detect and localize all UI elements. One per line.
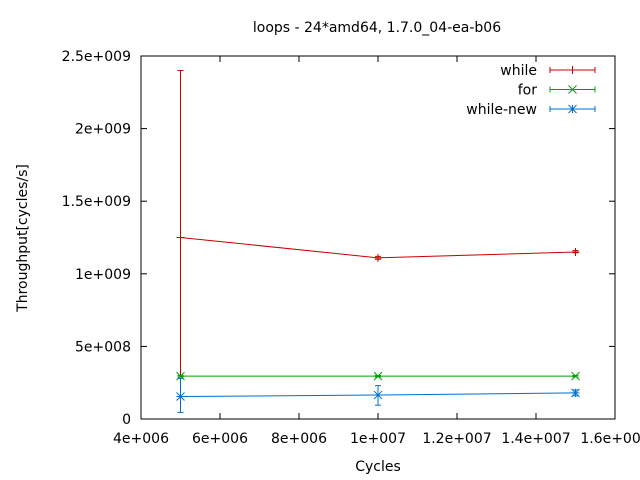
- y-tick-label: 2.5e+009: [62, 49, 131, 65]
- y-tick-label: 0: [122, 412, 131, 428]
- legend-label: for: [518, 83, 537, 99]
- error-bar: [177, 70, 184, 378]
- legend-label: while-new: [466, 102, 537, 118]
- x-tick-label: 4e+006: [113, 431, 169, 447]
- series-layer: [176, 70, 580, 413]
- data-point: [571, 248, 580, 257]
- data-point: [374, 253, 382, 262]
- legend-item-while-new: while-new: [466, 102, 596, 118]
- x-tick-label: 1.6e+007: [580, 431, 640, 447]
- legend-item-while: while: [500, 63, 596, 79]
- series-while: [176, 70, 580, 378]
- x-axis-label: Cycles: [355, 459, 401, 475]
- y-tick-label: 2e+009: [75, 122, 131, 138]
- data-point: [571, 388, 580, 398]
- legend-label: while: [500, 63, 537, 79]
- legend-marker: [568, 104, 577, 114]
- chart-title: loops - 24*amd64, 1.7.0_04-ea-b06: [253, 20, 501, 36]
- series-while-new: [176, 377, 580, 413]
- x-tick-label: 8e+006: [271, 431, 327, 447]
- data-point: [176, 392, 185, 401]
- y-tick-label: 1.5e+009: [62, 194, 131, 210]
- x-axis: 4e+006 6e+006 8e+006 1e+007 1.2e+007 1.4e+007…: [113, 56, 640, 447]
- plot-frame: [140, 55, 616, 420]
- x-tick-label: 1.2e+007: [422, 431, 491, 447]
- legend: while for while-new: [466, 63, 596, 118]
- legend-marker: [568, 66, 577, 74]
- legend-marker: [568, 85, 577, 94]
- y-tick-label: 5e+008: [75, 339, 131, 355]
- x-tick-label: 6e+006: [192, 431, 248, 447]
- series-for: [176, 371, 580, 381]
- data-point: [373, 390, 383, 400]
- legend-item-for: for: [518, 83, 596, 99]
- data-point: [571, 371, 580, 381]
- y-axis: 0 5e+008 1e+009 1.5e+009 2e+009 2.5e+009: [62, 49, 615, 428]
- y-tick-label: 1e+009: [75, 267, 131, 283]
- x-tick-label: 1.4e+007: [501, 431, 570, 447]
- y-axis-label: Throughput[cycles/s]: [15, 164, 31, 313]
- data-point: [176, 233, 185, 242]
- data-point: [373, 371, 383, 381]
- x-tick-label: 1e+007: [350, 431, 406, 447]
- plot-border: [140, 55, 616, 420]
